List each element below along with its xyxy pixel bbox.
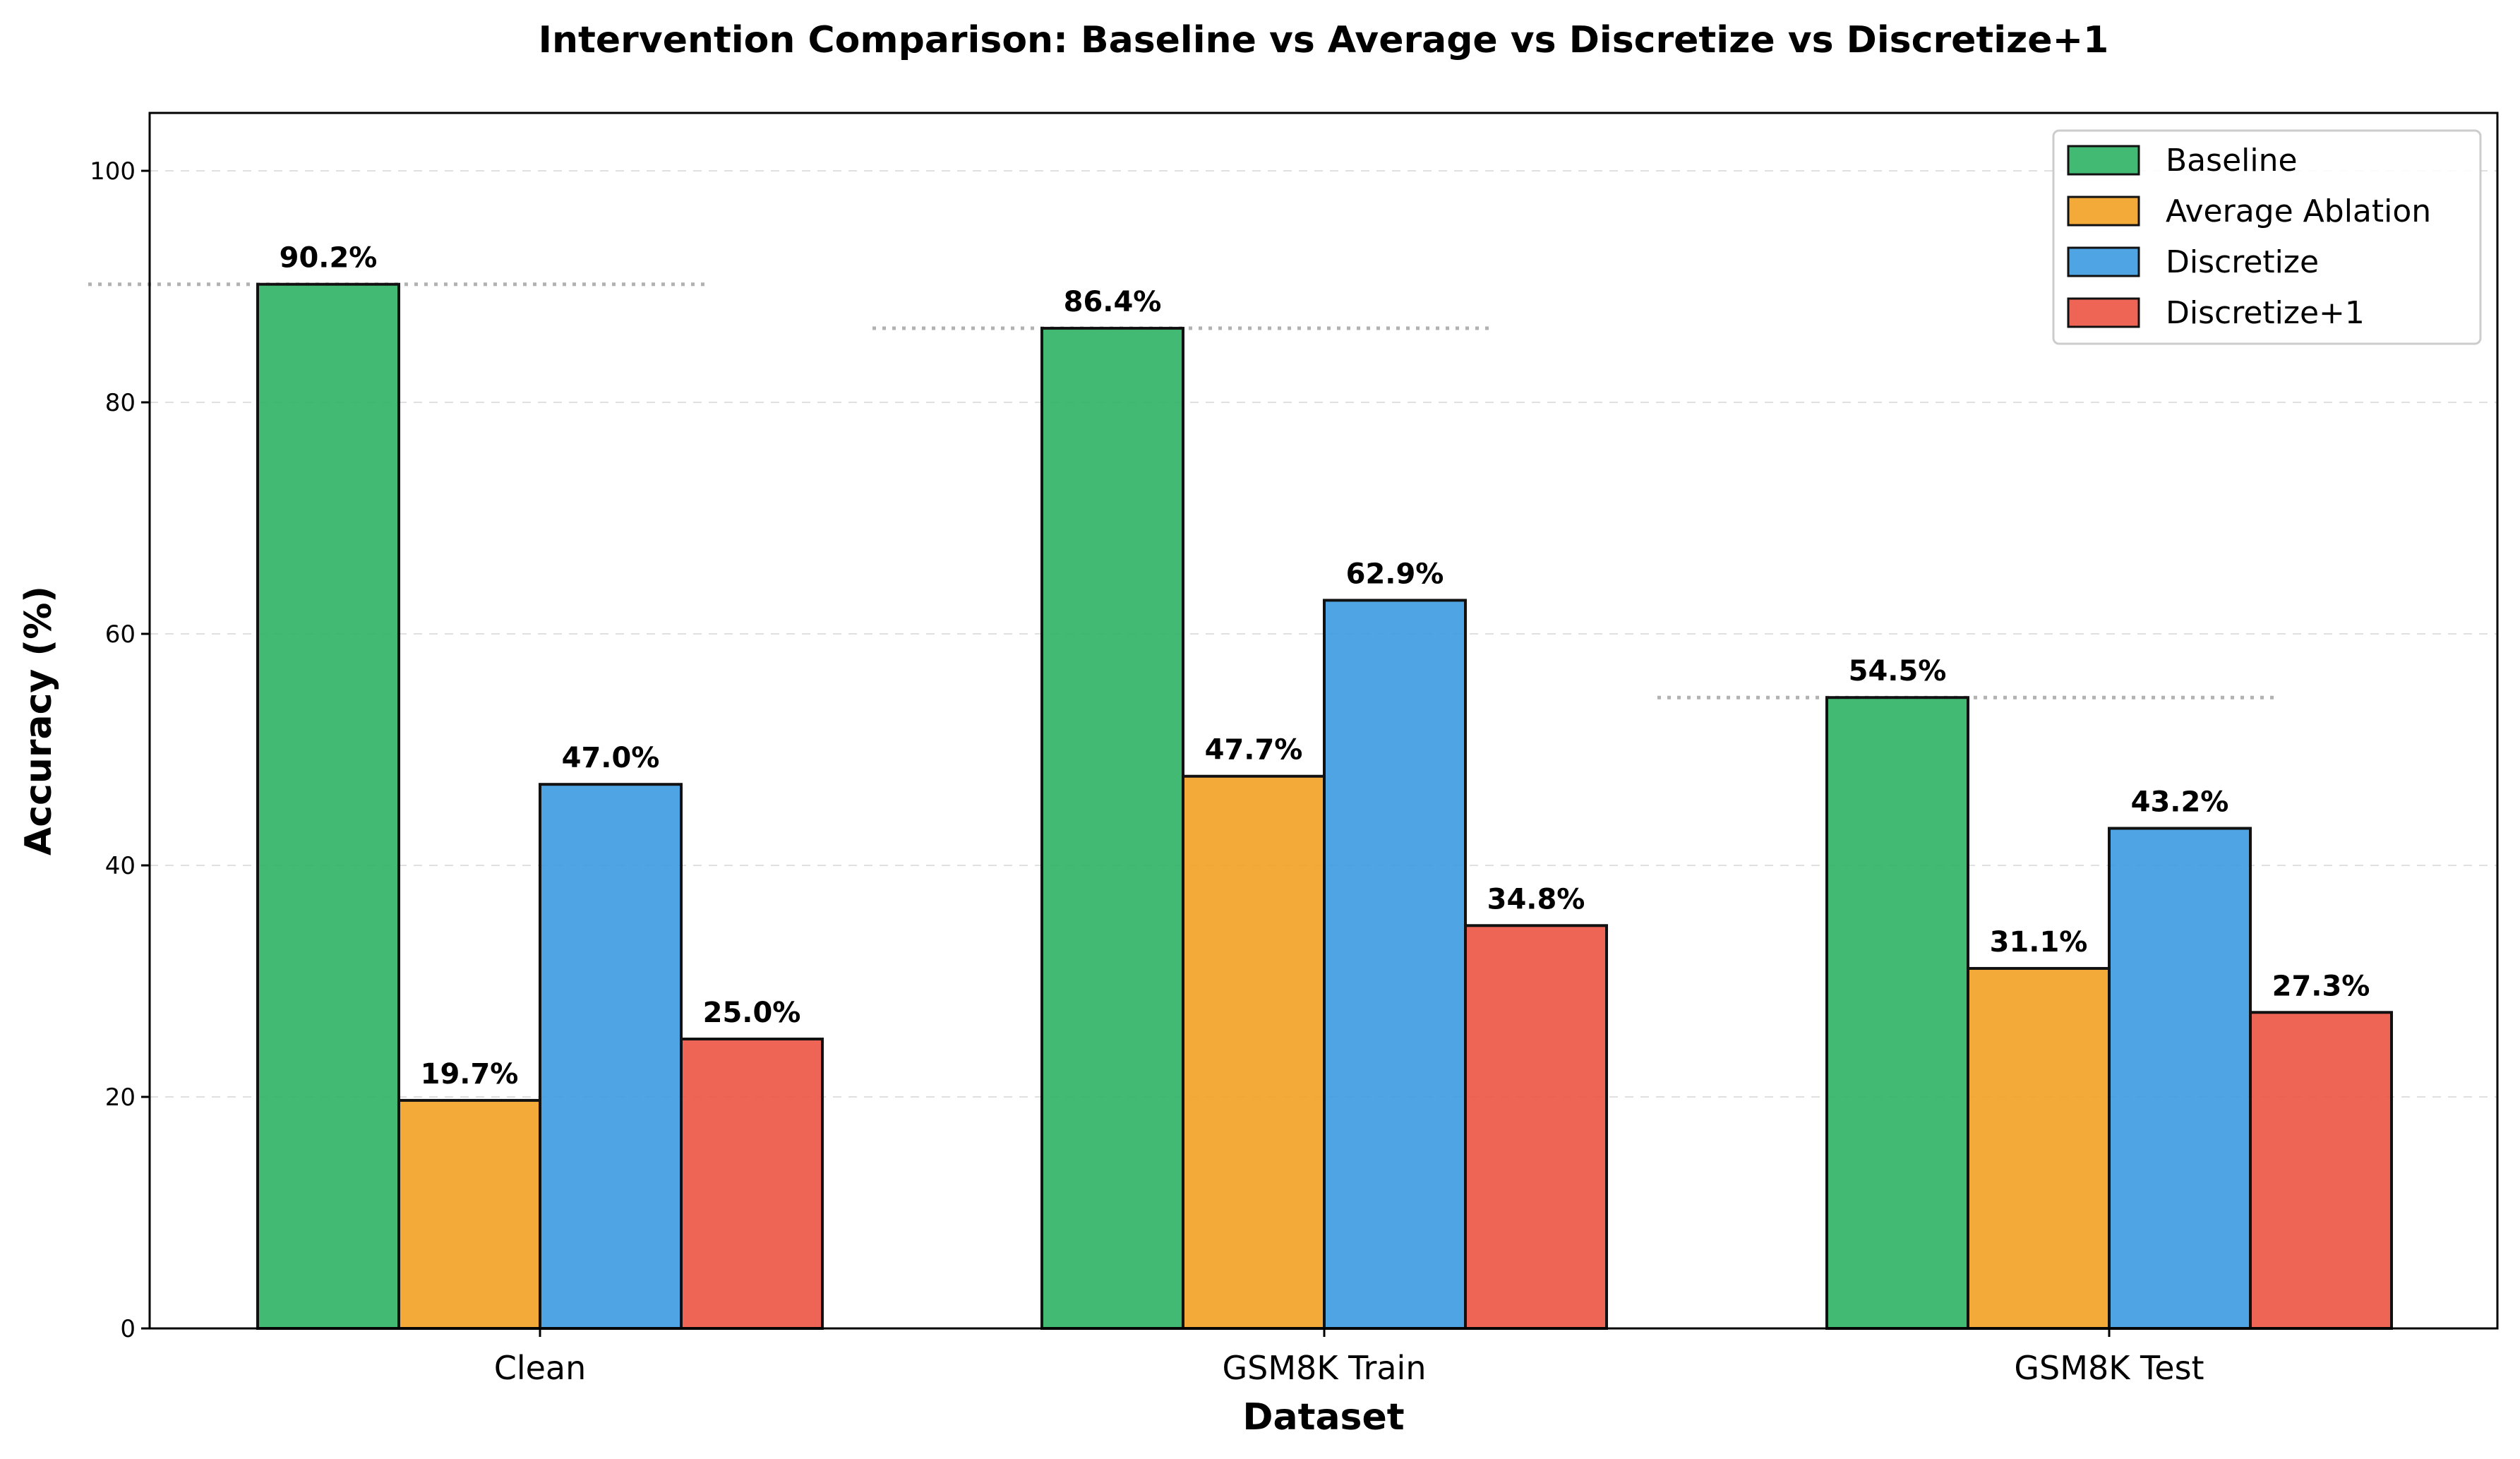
bar-value-label: 47.0%: [562, 742, 660, 774]
y-axis-label: Accuracy (%): [18, 586, 60, 855]
legend-swatch: [2067, 297, 2140, 328]
legend-swatch: [2067, 246, 2140, 277]
legend-entry: Discretize: [2166, 244, 2319, 280]
y-tick-label: 80: [105, 389, 136, 417]
bar: [1464, 924, 1608, 1330]
bar-value-label: 90.2%: [280, 242, 378, 275]
x-tick-label: GSM8K Test: [2014, 1349, 2204, 1387]
bar: [539, 783, 683, 1330]
bar: [256, 282, 400, 1331]
legend-entry: Average Ablation: [2166, 193, 2431, 229]
y-tick-label: 100: [90, 157, 136, 186]
x-axis-label: Dataset: [1242, 1396, 1404, 1439]
y-axis: 0 20 40 60 80 100: [90, 157, 150, 1343]
bar-value-label: 62.9%: [1346, 558, 1444, 590]
chart-title: Intervention Comparison: Baseline vs Ave…: [539, 19, 2109, 61]
bar: [680, 1038, 824, 1330]
x-tick-label: GSM8K Train: [1223, 1349, 1427, 1387]
y-tick-label: 60: [105, 620, 136, 649]
bar: [1182, 774, 1326, 1330]
bar-value-labels: 90.2% 86.4% 54.5% 19.7% 47.7% 31.1% 47.0% 62.9%…: [280, 242, 2370, 1091]
bar-value-label: 25.0%: [703, 997, 801, 1029]
bar: [397, 1098, 541, 1331]
bar-value-label: 19.7%: [421, 1058, 519, 1091]
bar-value-label: 31.1%: [1990, 926, 2088, 959]
x-axis: Clean GSM8K Train GSM8K Test: [494, 1328, 2204, 1387]
bar: [2249, 1011, 2393, 1331]
legend-entry: Baseline: [2166, 143, 2298, 179]
bar: [2108, 827, 2252, 1330]
bar-value-label: 34.8%: [1487, 883, 1585, 915]
legend-swatch: [2067, 145, 2140, 176]
bar-value-label: 86.4%: [1064, 286, 1162, 318]
bar: [1825, 696, 1969, 1330]
bar-value-label: 27.3%: [2272, 970, 2370, 1002]
y-tick-label: 40: [105, 852, 136, 880]
bar-value-label: 54.5%: [1849, 655, 1947, 688]
bars: [256, 282, 2393, 1331]
bar-value-label: 47.7%: [1205, 734, 1303, 767]
bar: [1040, 327, 1184, 1330]
bar: [1967, 966, 2111, 1330]
legend: Baseline Average Ablation Discretize Discre…: [2052, 129, 2482, 345]
bar: [1323, 599, 1467, 1331]
x-tick-label: Clean: [494, 1349, 587, 1387]
bar-value-label: 43.2%: [2131, 786, 2229, 819]
y-tick-label: 20: [105, 1083, 136, 1112]
y-tick-label: 0: [120, 1315, 136, 1343]
legend-frame: [2052, 129, 2482, 345]
legend-entry: Discretize+1: [2166, 295, 2365, 331]
legend-swatch: [2067, 196, 2140, 227]
